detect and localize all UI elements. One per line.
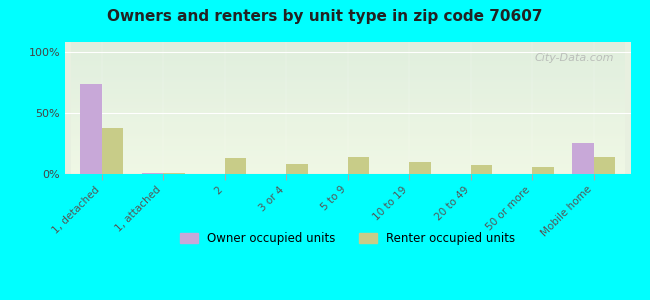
Bar bbox=[593, 157, 615, 174]
Bar bbox=[225, 158, 246, 174]
Bar bbox=[348, 157, 369, 174]
Bar bbox=[81, 84, 102, 174]
Bar bbox=[410, 162, 431, 174]
Text: Owners and renters by unit type in zip code 70607: Owners and renters by unit type in zip c… bbox=[107, 9, 543, 24]
Legend: Owner occupied units, Renter occupied units: Owner occupied units, Renter occupied un… bbox=[176, 227, 520, 250]
Bar bbox=[532, 167, 554, 174]
Bar bbox=[286, 164, 308, 174]
Bar bbox=[163, 173, 185, 174]
Bar bbox=[102, 128, 124, 174]
Bar bbox=[471, 165, 492, 174]
Text: City-Data.com: City-Data.com bbox=[534, 52, 614, 63]
Bar bbox=[142, 173, 163, 174]
Bar bbox=[572, 143, 593, 174]
